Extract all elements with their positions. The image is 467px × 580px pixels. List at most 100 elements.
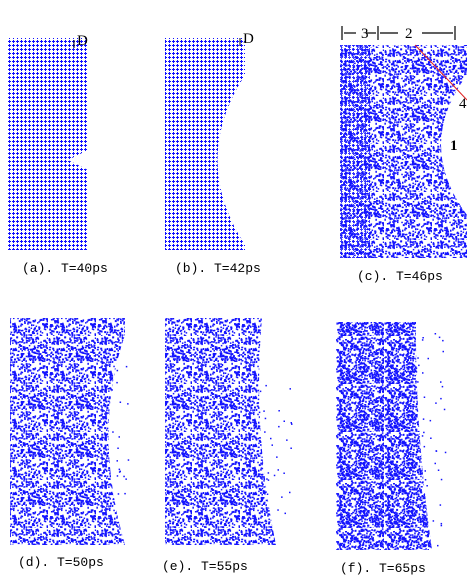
atom: [265, 418, 267, 420]
atom: [441, 523, 443, 525]
atom: [103, 394, 105, 396]
atom: [128, 459, 130, 461]
atom: [272, 444, 274, 446]
atom: [441, 525, 443, 527]
atom: [436, 450, 438, 452]
atom: [437, 545, 439, 547]
atom: [260, 391, 262, 393]
panel-caption: (e). T=55ps: [162, 559, 248, 574]
atom: [267, 494, 269, 496]
atom: [284, 421, 286, 423]
atom: [110, 378, 112, 380]
atom: [274, 475, 276, 477]
atom: [127, 403, 129, 405]
atom-lattice: [8, 38, 88, 250]
atom: [276, 456, 278, 458]
atom: [277, 509, 279, 511]
atom: [264, 431, 266, 433]
atom: [270, 438, 272, 440]
atom: [416, 371, 418, 373]
atom: [425, 470, 427, 472]
atom: [441, 479, 443, 481]
atom: [440, 381, 442, 383]
atom: [424, 446, 426, 448]
annotation: 4: [459, 96, 467, 112]
atom: [289, 492, 291, 494]
atom: [120, 471, 122, 473]
atom: [420, 506, 422, 508]
atom: [278, 410, 280, 412]
dimension-arrows: [342, 26, 455, 40]
atom: [120, 402, 122, 404]
atom: [255, 472, 257, 474]
atom: [418, 365, 420, 367]
atom: [416, 430, 418, 432]
atom: [428, 358, 430, 360]
atom: [442, 386, 444, 388]
atom: [119, 436, 121, 438]
atom: [117, 448, 119, 450]
atom: [285, 513, 287, 515]
atom: [430, 438, 432, 440]
panel-caption: (d). T=50ps: [18, 555, 104, 570]
atom: [423, 418, 425, 420]
atom: [440, 504, 442, 506]
annotation: 2: [405, 26, 413, 42]
atom: [263, 410, 265, 412]
atom-disorder: [165, 318, 277, 545]
atom: [281, 496, 283, 498]
atom: [444, 409, 446, 411]
atom: [425, 479, 427, 481]
atom-lattice: [340, 45, 370, 258]
annotation: 3: [361, 26, 369, 42]
atom: [435, 402, 437, 404]
atom: [268, 479, 270, 481]
atom: [259, 412, 261, 414]
atom: [435, 463, 437, 465]
figure: D D 3 2 4 1 (a). T=40ps (b). T=42ps (c).…: [0, 0, 467, 580]
atom: [440, 398, 442, 400]
atom: [435, 333, 437, 335]
atom: [101, 381, 103, 383]
atom: [423, 432, 425, 434]
atom: [111, 389, 113, 391]
atom: [117, 370, 119, 372]
atom: [417, 381, 419, 383]
atom: [426, 485, 428, 487]
atom: [258, 484, 260, 486]
atom: [266, 478, 268, 480]
atom: [255, 455, 257, 457]
atom: [100, 427, 102, 429]
atom: [291, 423, 293, 425]
atom: [125, 478, 127, 480]
atom: [101, 418, 103, 420]
marker: D: [243, 31, 254, 47]
atom: [438, 470, 440, 472]
atom: [123, 476, 125, 478]
atom: [117, 475, 119, 477]
atom: [268, 472, 270, 474]
atom: [261, 477, 263, 479]
annotation: 1: [450, 138, 458, 154]
atom: [124, 493, 126, 495]
panel-caption: (b). T=42ps: [175, 261, 261, 276]
atom: [290, 448, 292, 450]
atom-lattice: [165, 38, 245, 250]
atom: [439, 337, 441, 339]
atom: [119, 469, 121, 471]
atom: [112, 431, 114, 433]
atom: [433, 520, 435, 522]
panel-caption: (c). T=46ps: [357, 269, 443, 284]
atom: [116, 382, 118, 384]
atom: [422, 531, 424, 533]
atom: [290, 388, 292, 390]
atom: [278, 469, 280, 471]
atom: [421, 537, 423, 539]
atom: [420, 528, 422, 530]
atom: [283, 473, 285, 475]
atom: [278, 426, 280, 428]
atom-disorder: [336, 322, 432, 550]
atom: [422, 337, 424, 339]
atom: [416, 367, 418, 369]
atom: [117, 460, 119, 462]
